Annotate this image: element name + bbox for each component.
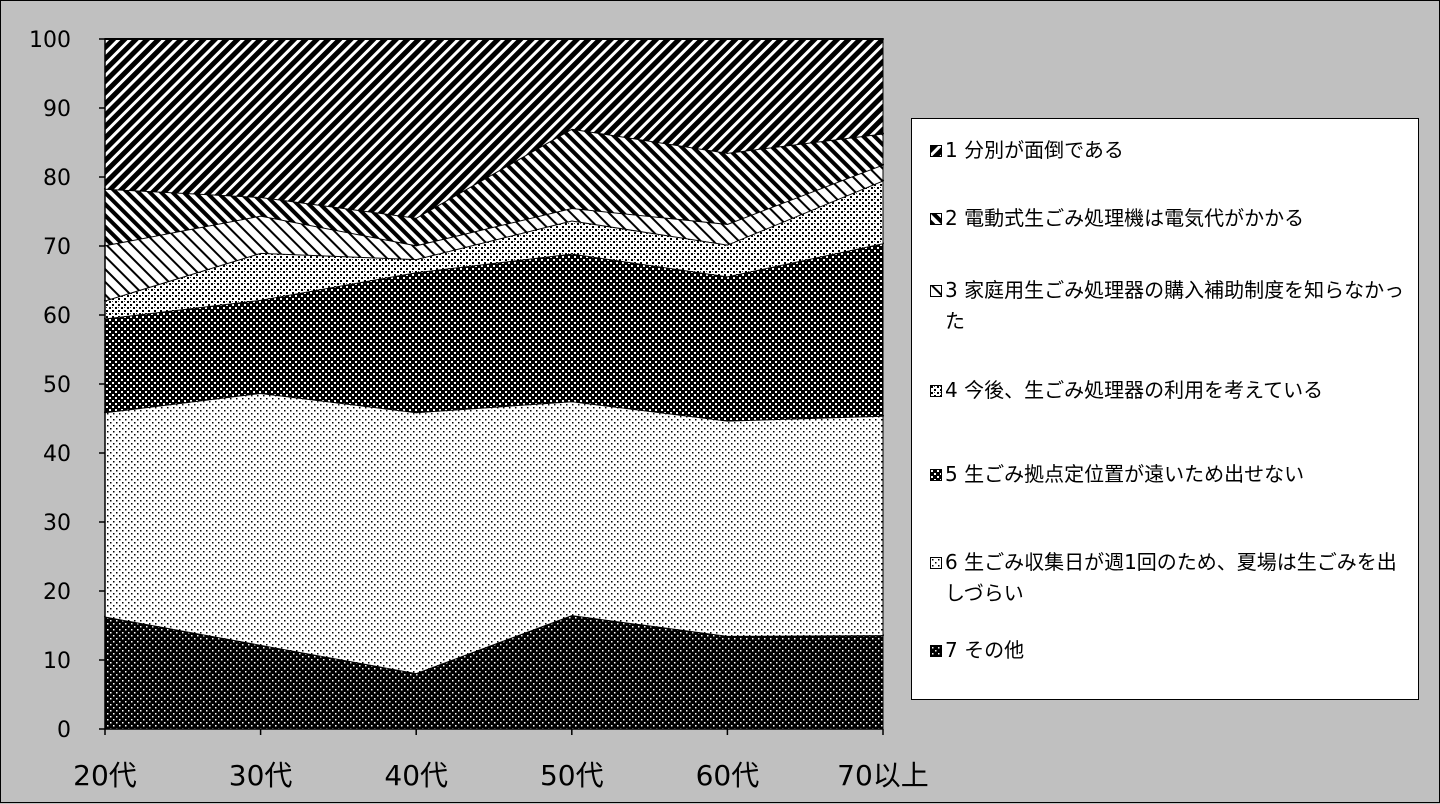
legend-label-2: 2 電動式生ごみ処理機は電気代がかかる (945, 206, 1305, 230)
legend-swatch-5 (930, 469, 942, 481)
x-tick-label-1: 30代 (229, 759, 293, 792)
legend-label-7: 7 その他 (945, 638, 1025, 662)
legend: 1 分別が面倒である 2 電動式生ごみ処理機は電気代がかかる 3 家庭用生ごみ処理器… (911, 118, 1419, 700)
area-series-2 (105, 128, 883, 246)
y-tick-label-70: 70 (43, 235, 71, 260)
y-tick-label-30: 30 (43, 511, 71, 536)
area-series-3 (105, 164, 883, 301)
legend-swatch-7 (930, 645, 942, 657)
area-series-5 (105, 243, 883, 421)
area-series-7 (105, 615, 883, 729)
area-series-1 (105, 39, 883, 218)
legend-swatch-1 (930, 145, 942, 157)
legend-swatch-3 (930, 285, 942, 297)
area-series-4 (105, 180, 883, 319)
legend-label-5: 5 生ごみ拠点定位置が遠いため出せない (945, 462, 1305, 486)
x-tick-label-2: 40代 (384, 759, 448, 792)
plot-area (104, 38, 884, 729)
y-tick-label-0: 0 (57, 718, 71, 743)
legend-label-1: 1 分別が面倒である (945, 138, 1124, 162)
legend-swatch-4 (930, 385, 942, 397)
x-tick-label-0: 20代 (73, 759, 137, 792)
y-tick-label-10: 10 (43, 649, 71, 674)
legend-item-4: 4 今後、生ごみ処理器の利用を考えている (930, 375, 1416, 406)
legend-item-1: 1 分別が面倒である (930, 135, 1416, 166)
legend-item-5: 5 生ごみ拠点定位置が遠いため出せない (930, 459, 1416, 490)
y-tick-label-40: 40 (43, 442, 71, 467)
x-tick-label-4: 60代 (696, 759, 760, 792)
y-tick-label-90: 90 (43, 97, 71, 122)
legend-item-7: 7 その他 (930, 635, 1416, 666)
area-series-6 (105, 392, 883, 674)
legend-label-3: 3 家庭用生ごみ処理器の購入補助制度を知らなかった (945, 278, 1405, 333)
x-tick-label-3: 50代 (540, 759, 604, 792)
legend-swatch-6 (930, 557, 942, 569)
y-tick-label-20: 20 (43, 580, 71, 605)
legend-item-2: 2 電動式生ごみ処理機は電気代がかかる (930, 203, 1416, 234)
legend-item-6: 6 生ごみ収集日が週1回のため、夏場は生ごみを出しづらい (930, 547, 1416, 609)
y-tick-label-60: 60 (43, 304, 71, 329)
legend-label-6: 6 生ごみ収集日が週1回のため、夏場は生ごみを出しづらい (945, 550, 1397, 605)
x-tick-label-5: 70以上 (837, 759, 929, 792)
axes: 0 10 20 30 40 50 60 70 80 90 100 20代 30代 40代 50代 60代 70以… (29, 28, 929, 792)
y-tick-label-50: 50 (43, 373, 71, 398)
y-tick-label-100: 100 (29, 28, 71, 53)
y-tick-label-80: 80 (43, 166, 71, 191)
legend-swatch-2 (930, 213, 942, 225)
legend-item-3: 3 家庭用生ごみ処理器の購入補助制度を知らなかった (930, 275, 1416, 337)
legend-label-4: 4 今後、生ごみ処理器の利用を考えている (945, 378, 1324, 402)
